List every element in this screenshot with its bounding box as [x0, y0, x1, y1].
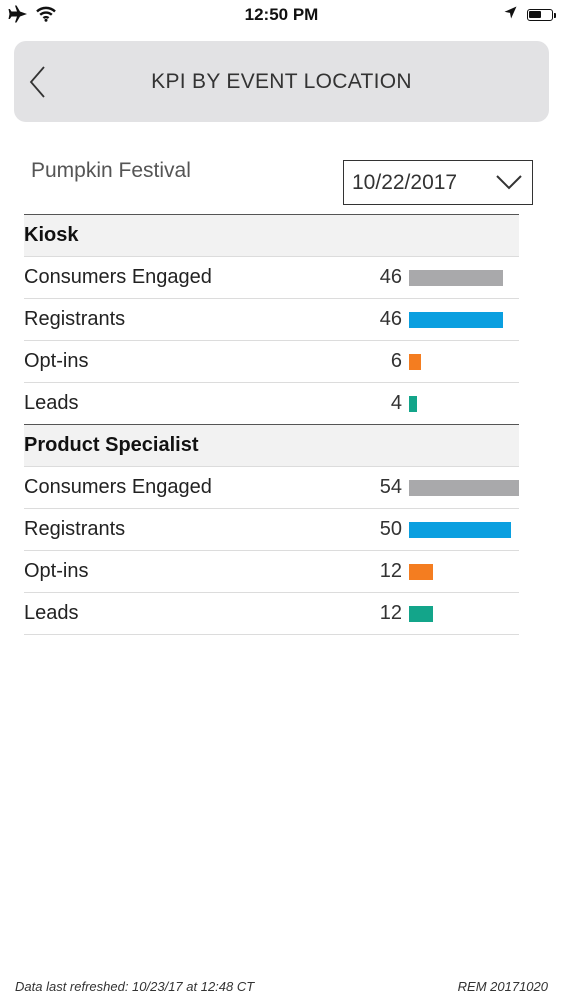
kpi-row: Registrants 46 [24, 298, 519, 340]
kpi-label: Registrants [24, 308, 126, 330]
kpi-bar [409, 564, 433, 580]
status-right [504, 6, 556, 24]
section-title: Product Specialist [24, 434, 199, 456]
back-button[interactable] [22, 63, 52, 101]
location-arrow-icon [504, 6, 517, 24]
chevron-down-icon [495, 173, 523, 191]
airplane-icon [8, 5, 28, 28]
kpi-bar [409, 354, 421, 370]
kpi-value: 46 [379, 266, 402, 288]
kpi-label: Consumers Engaged [24, 266, 212, 288]
chevron-left-icon [22, 66, 52, 105]
kpi-row: Consumers Engaged 46 [24, 256, 519, 298]
date-dropdown[interactable]: 10/22/2017 [343, 160, 533, 205]
status-bar: 12:50 PM [0, 0, 563, 30]
kpi-bar [409, 606, 433, 622]
date-dropdown-value: 10/22/2017 [352, 171, 458, 194]
nav-header: KPI BY EVENT LOCATION [14, 41, 549, 122]
kpi-row: Registrants 50 [24, 508, 519, 550]
status-left [8, 5, 56, 28]
kpi-row: Opt-ins 12 [24, 550, 519, 592]
kpi-bar [409, 270, 503, 286]
kpi-value: 46 [379, 308, 402, 330]
kpi-bar [409, 522, 511, 538]
event-name-label: Pumpkin Festival [31, 159, 191, 182]
kpi-row: Opt-ins 6 [24, 340, 519, 382]
kpi-label: Opt-ins [24, 560, 89, 582]
kpi-row: Leads 12 [24, 592, 519, 634]
wifi-icon [36, 6, 56, 27]
page-title: KPI BY EVENT LOCATION [151, 70, 412, 93]
kpi-value: 12 [379, 560, 402, 582]
status-time: 12:50 PM [244, 5, 319, 24]
kpi-label: Consumers Engaged [24, 476, 212, 498]
kpi-table: Kiosk Consumers Engaged 46 Registrants 46 Opt… [24, 214, 519, 635]
kpi-label: Leads [24, 602, 79, 624]
kpi-bar [409, 312, 503, 328]
table-end-divider [24, 634, 519, 635]
kpi-label: Registrants [24, 518, 126, 540]
kpi-value: 54 [379, 476, 402, 498]
section-title: Kiosk [24, 224, 79, 246]
section-header: Product Specialist [24, 424, 519, 466]
section-header: Kiosk [24, 214, 519, 256]
kpi-value: 50 [379, 518, 402, 540]
kpi-value: 4 [390, 392, 402, 414]
kpi-row: Leads 4 [24, 382, 519, 424]
version-label: REM 20171020 [457, 979, 548, 994]
kpi-label: Opt-ins [24, 350, 89, 372]
kpi-bar [409, 396, 417, 412]
kpi-value: 12 [379, 602, 402, 624]
kpi-value: 6 [390, 350, 402, 372]
kpi-row: Consumers Engaged 54 [24, 466, 519, 508]
kpi-bar [409, 480, 519, 496]
kpi-label: Leads [24, 392, 79, 414]
battery-icon [527, 9, 556, 21]
refresh-timestamp: Data last refreshed: 10/23/17 at 12:48 C… [15, 979, 255, 994]
